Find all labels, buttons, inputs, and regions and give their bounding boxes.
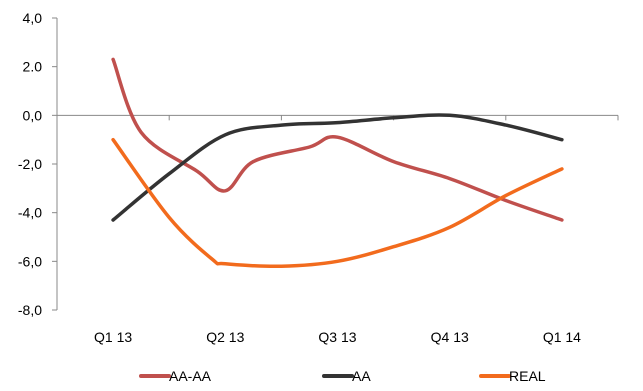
legend-label: REAL [509,368,546,384]
y-tick-label: 2.0 [23,59,43,75]
legend-item-aa-aa: AA-AA [139,368,212,384]
x-tick-label: Q2 13 [206,329,244,345]
series-line-real [111,137,564,269]
y-axis: 4,0 2.0 0,0 -2,0 -4,0 -6,0 -8,0 [18,10,58,318]
y-tick-label: -4,0 [18,205,42,221]
y-tick-label: -8,0 [18,302,42,318]
legend-label: AA-AA [169,368,212,384]
y-tick-label: -6,0 [18,253,42,269]
series-line-aa-aa [111,57,564,222]
x-axis: Q1 13 Q2 13 Q3 13 Q4 13 Q1 14 [57,114,619,345]
legend-label: AA [352,368,371,384]
y-tick-label: 0,0 [23,107,43,123]
x-tick-label: Q1 14 [543,329,581,345]
y-tick-label: 4,0 [23,10,43,26]
x-tick-label: Q3 13 [318,329,356,345]
x-tick-label: Q4 13 [431,329,469,345]
legend-item-aa: AA [322,368,371,384]
legend: AA-AA AA REAL [139,368,546,384]
legend-item-real: REAL [479,368,546,384]
x-tick-label: Q1 13 [94,329,132,345]
series-line-aa [111,113,564,222]
series-lines [111,57,564,269]
y-tick-label: -2,0 [18,156,42,172]
